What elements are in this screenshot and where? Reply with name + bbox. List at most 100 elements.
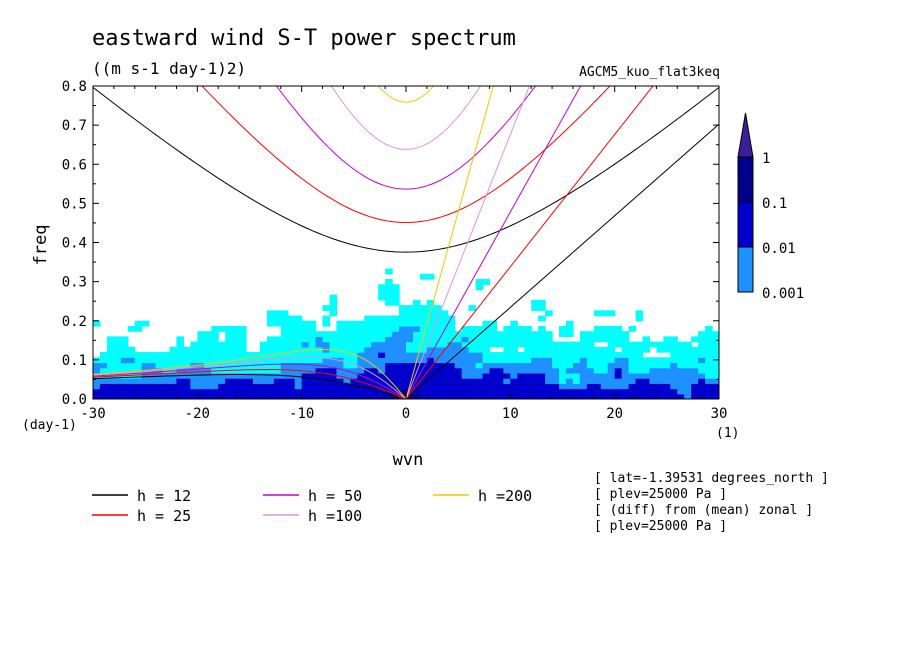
field-cell <box>385 320 393 327</box>
field-cell <box>419 378 428 384</box>
field-cell <box>440 352 449 358</box>
kelvin-curve <box>405 86 494 399</box>
field-cell <box>684 388 692 395</box>
kelvin-curve <box>405 86 531 399</box>
field-cell <box>559 357 567 364</box>
field-cell <box>141 372 150 379</box>
field-cell <box>677 357 685 364</box>
field-cell <box>134 393 143 399</box>
colorbar-segment <box>737 246 754 293</box>
field-cell <box>524 346 532 353</box>
field-cell <box>705 383 713 390</box>
field-cell <box>524 372 532 379</box>
field-cell <box>399 346 407 353</box>
field-cell <box>677 362 685 369</box>
field-cell <box>698 357 706 364</box>
field-cell <box>510 331 518 337</box>
field-cell <box>510 362 518 369</box>
field-cell <box>649 393 657 399</box>
field-cell <box>635 346 644 353</box>
field-cell <box>621 346 630 353</box>
field-cell <box>315 352 324 358</box>
field-cell <box>531 367 539 374</box>
field-cell <box>190 378 198 384</box>
field-cell <box>329 367 338 374</box>
field-cell <box>565 393 574 399</box>
field-cell <box>176 393 185 399</box>
legend-entry: h = 25 <box>137 507 191 525</box>
field-cell <box>239 388 247 395</box>
field-cell <box>517 357 525 364</box>
field-cell <box>218 372 226 379</box>
field-cell <box>343 357 351 364</box>
field-cell <box>482 372 491 379</box>
field-cell <box>705 393 713 399</box>
field-cell <box>586 388 595 395</box>
kelvin-curve <box>405 86 582 399</box>
field-cell <box>461 378 470 384</box>
field-cell <box>419 367 428 374</box>
field-cell <box>684 352 692 358</box>
field-cell <box>447 388 456 395</box>
y-tick-label: 0.7 <box>62 118 87 134</box>
field-cell <box>350 378 358 384</box>
field-cell <box>246 383 254 390</box>
field-cell <box>406 346 414 353</box>
field-cell <box>287 320 296 327</box>
field-cell <box>670 346 678 353</box>
field-cell <box>399 372 407 379</box>
field-cell <box>127 388 136 395</box>
field-cell <box>371 320 379 327</box>
rossby-curve <box>93 369 407 399</box>
field-cell <box>322 336 331 343</box>
field-cell <box>642 383 651 390</box>
field-cell <box>503 378 511 384</box>
field-cell <box>127 346 136 353</box>
field-cell <box>426 357 435 364</box>
field-cell <box>392 331 400 337</box>
field-cell <box>635 367 644 374</box>
field-cell <box>565 341 574 348</box>
field-cell <box>169 383 178 390</box>
colorbar-level-label: 0.1 <box>762 196 787 212</box>
rossby-curve <box>93 363 407 399</box>
field-cell <box>475 346 484 353</box>
field-cell <box>684 362 692 369</box>
field-cell <box>378 357 386 364</box>
field-cell <box>246 357 254 364</box>
field-cell <box>176 336 185 343</box>
field-cell <box>148 393 157 399</box>
field-cell <box>308 393 317 399</box>
field-cell <box>371 388 379 395</box>
field-cell <box>496 352 504 358</box>
field-cell <box>503 336 511 343</box>
field-cell <box>364 341 372 348</box>
field-cell <box>503 383 511 390</box>
field-cell <box>308 325 317 332</box>
field-cell <box>572 378 581 384</box>
field-cell <box>559 346 567 353</box>
field-cell <box>712 393 719 399</box>
field-cell <box>461 346 470 353</box>
field-cell <box>148 352 157 358</box>
field-cell <box>614 393 623 399</box>
field-cell <box>663 372 671 379</box>
field-cell <box>628 393 637 399</box>
field-cell <box>433 305 442 311</box>
field-cell <box>545 388 553 395</box>
field-cell <box>239 357 247 364</box>
field-cell <box>552 367 560 374</box>
field-cell <box>378 331 386 337</box>
field-cell <box>336 325 344 332</box>
field-cell <box>517 362 525 369</box>
field-cell <box>399 310 407 317</box>
field-cell <box>572 388 581 395</box>
field-cell <box>343 393 351 399</box>
rossby-curve <box>93 356 407 399</box>
field-cell <box>510 388 518 395</box>
colorbar-segment <box>737 201 754 248</box>
field-cell <box>538 393 546 399</box>
field-cell <box>371 325 379 332</box>
field-cell <box>211 341 219 348</box>
field-cell <box>698 388 706 395</box>
